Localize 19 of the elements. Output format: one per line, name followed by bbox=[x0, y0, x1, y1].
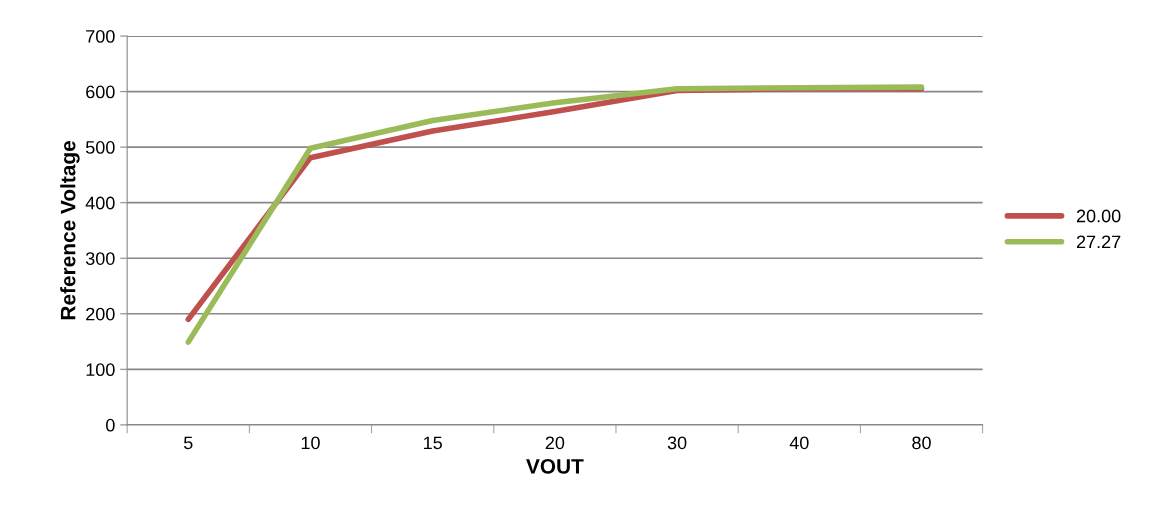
legend-label: 27.27 bbox=[1076, 235, 1121, 249]
x-tick-label: 30 bbox=[667, 436, 687, 450]
y-tick-label: 200 bbox=[86, 307, 115, 321]
x-tick-label: 15 bbox=[424, 436, 442, 450]
x-tick-label: 5 bbox=[183, 436, 193, 450]
x-tick-label: 10 bbox=[301, 436, 320, 450]
x-tick-label: 40 bbox=[789, 436, 809, 450]
y-tick-label: 400 bbox=[85, 196, 115, 210]
y-tick-label: 700 bbox=[86, 29, 115, 43]
y-tick-label: 500 bbox=[85, 141, 115, 154]
y-tick-label: 600 bbox=[86, 85, 115, 99]
x-axis-title: VOUT bbox=[526, 458, 584, 474]
y-tick-label: 0 bbox=[106, 418, 115, 432]
y-axis-title: Reference Voltage bbox=[60, 141, 80, 320]
legend-label: 20.00 bbox=[1076, 209, 1121, 223]
x-tick-label: 80 bbox=[912, 436, 931, 450]
y-tick-label: 300 bbox=[85, 252, 115, 265]
y-tick-label: 100 bbox=[86, 363, 115, 377]
x-tick-label: 20 bbox=[545, 436, 565, 450]
